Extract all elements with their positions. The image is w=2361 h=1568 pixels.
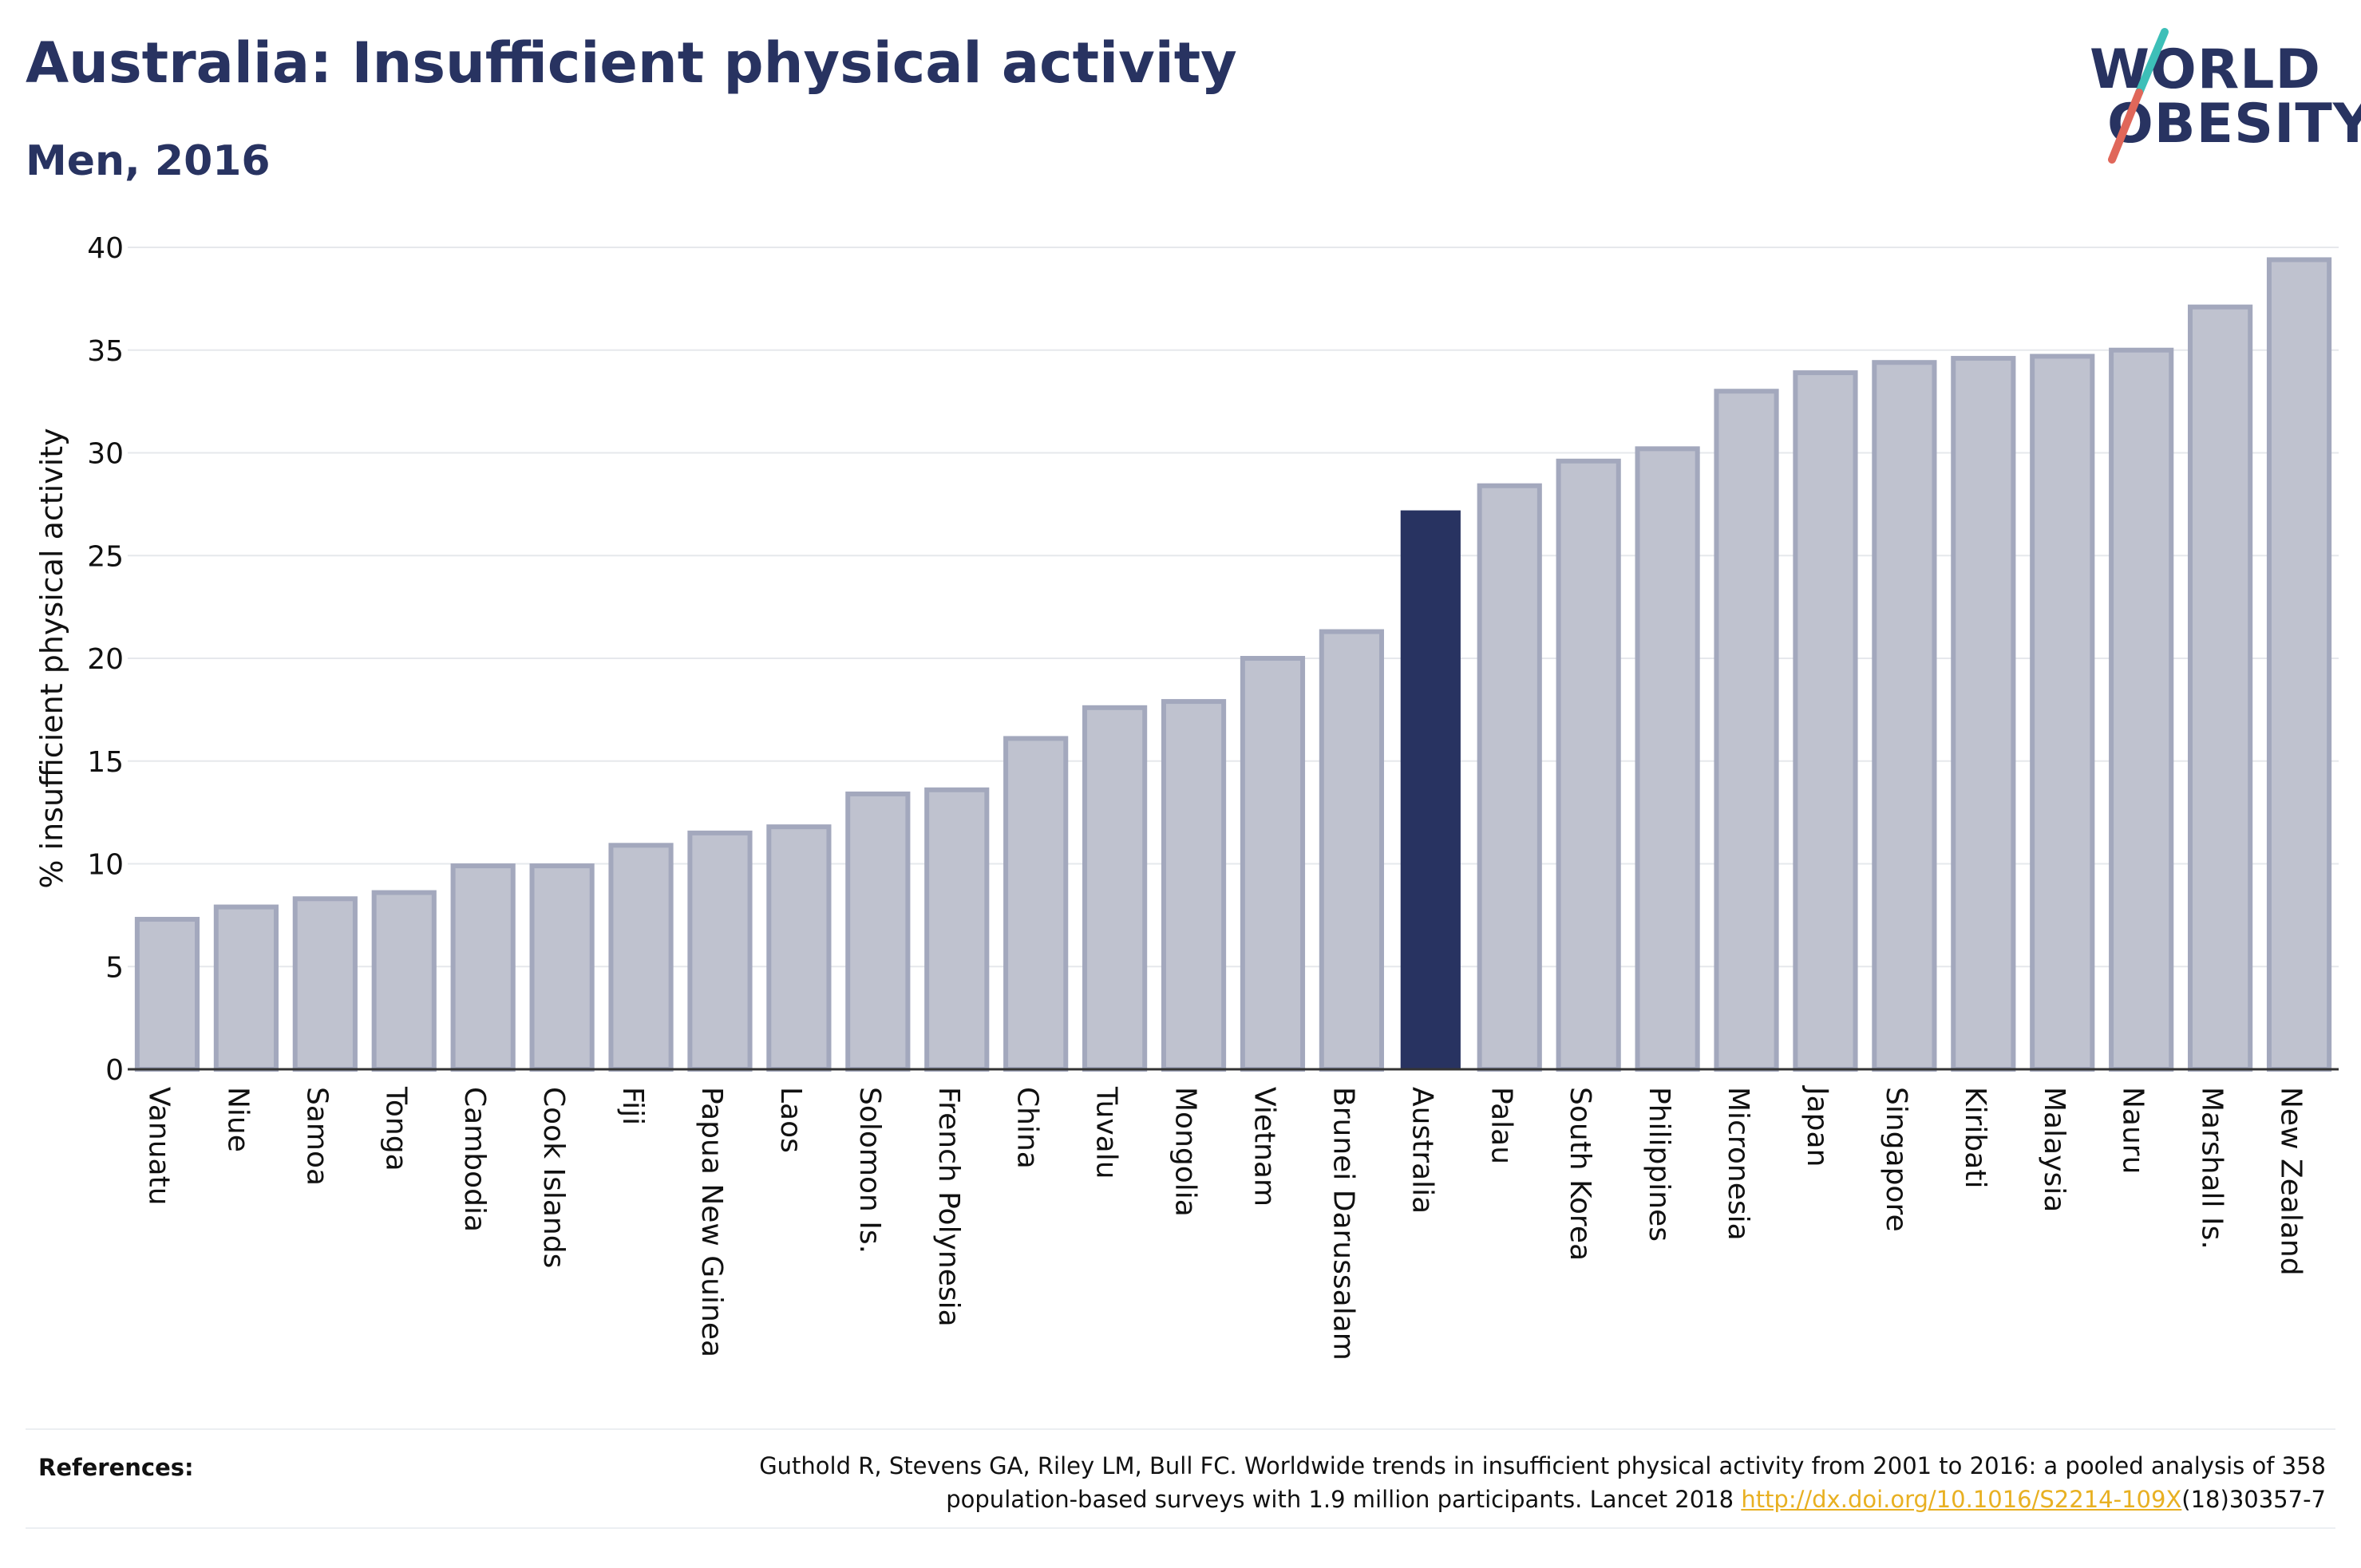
bar-solomon-is bbox=[845, 791, 911, 1072]
bar-papua-new-guinea bbox=[687, 830, 753, 1072]
bar-vanuatu bbox=[134, 917, 200, 1072]
x-tick-label: Mongolia bbox=[1169, 1087, 1202, 1217]
y-tick-label: 15 bbox=[87, 746, 124, 779]
bar-japan bbox=[1793, 370, 1858, 1072]
y-tick-label: 20 bbox=[87, 643, 124, 676]
bar-nauru bbox=[2109, 347, 2174, 1072]
reference-line-2-prefix: population-based surveys with 1.9 millio… bbox=[946, 1486, 1742, 1513]
x-tick-label: South Korea bbox=[1564, 1087, 1596, 1261]
x-tick-label: Kiribati bbox=[1959, 1087, 1991, 1188]
bar-malaysia bbox=[2030, 353, 2095, 1072]
y-axis-ticks: 0 5 10 15 20 25 30 35 40 bbox=[87, 232, 124, 1087]
x-axis-labels: Vanuatu Niue Samoa Tonga Cambodia Cook Island… bbox=[142, 1085, 2307, 1361]
x-tick-label: French Polynesia bbox=[932, 1087, 965, 1327]
references-box: References: Guthold R, Stevens GA, Riley… bbox=[26, 1428, 2335, 1529]
bar-niue bbox=[213, 904, 279, 1072]
x-tick-label: Fiji bbox=[616, 1087, 649, 1125]
x-tick-label: Nauru bbox=[2117, 1087, 2149, 1174]
x-tick-label: Micronesia bbox=[1722, 1087, 1754, 1241]
bar-china bbox=[1003, 736, 1069, 1072]
world-obesity-logo: WORLD OBESITY bbox=[2075, 22, 2361, 166]
bar-laos bbox=[766, 824, 832, 1072]
reference-line-2-suffix: (18)30357-7 bbox=[2181, 1486, 2326, 1513]
y-tick-label: 5 bbox=[105, 951, 124, 984]
x-tick-label: Vanuatu bbox=[142, 1087, 175, 1206]
x-tick-label: Tuvalu bbox=[1090, 1086, 1123, 1179]
x-tick-label: Singapore bbox=[1880, 1087, 1912, 1232]
bar-brunei-darussalam bbox=[1319, 629, 1384, 1072]
x-tick-label: Marshall Is. bbox=[2196, 1087, 2229, 1250]
bar-mongolia bbox=[1161, 699, 1227, 1072]
chart-title: Australia: Insufficient physical activit… bbox=[26, 30, 1237, 96]
references-text: Guthold R, Stevens GA, Riley LM, Bull FC… bbox=[490, 1449, 2326, 1516]
x-tick-label: Malaysia bbox=[2038, 1087, 2070, 1212]
chart-subtitle: Men, 2016 bbox=[26, 137, 271, 185]
x-tick-label: Tonga bbox=[379, 1086, 412, 1171]
x-tick-label: Vietnam bbox=[1248, 1087, 1280, 1207]
bar-samoa bbox=[292, 896, 358, 1072]
x-tick-label: Philippines bbox=[1643, 1087, 1675, 1242]
y-axis-label: % insufficient physical activity bbox=[34, 428, 69, 888]
bar-chart: 0 5 10 15 20 25 30 35 40 Vanuatu Niue Samoa Tonga Ca… bbox=[34, 232, 2339, 1361]
bar-micronesia bbox=[1714, 389, 1779, 1072]
x-tick-label: China bbox=[1011, 1087, 1044, 1169]
y-tick-label: 0 bbox=[105, 1054, 124, 1087]
x-tick-label: Papua New Guinea bbox=[695, 1087, 728, 1357]
logo-line-1: WORLD bbox=[2090, 38, 2321, 101]
bar-kiribati bbox=[1951, 356, 2016, 1072]
x-tick-label: Cook Islands bbox=[537, 1087, 570, 1268]
bar-palau bbox=[1477, 483, 1542, 1072]
x-tick-label: Palau bbox=[1485, 1087, 1517, 1164]
y-tick-label: 25 bbox=[87, 540, 124, 573]
reference-line-1: Guthold R, Stevens GA, Riley LM, Bull FC… bbox=[759, 1452, 2326, 1479]
references-label: References: bbox=[38, 1454, 194, 1481]
bar-singapore bbox=[1872, 360, 1937, 1072]
logo-slash-icon bbox=[2108, 28, 2169, 164]
x-tick-label: Brunei Darussalam bbox=[1327, 1087, 1359, 1361]
y-tick-label: 35 bbox=[87, 335, 124, 368]
bar-south-korea bbox=[1556, 458, 1621, 1072]
y-tick-label: 30 bbox=[87, 438, 124, 471]
bar-tonga bbox=[371, 890, 437, 1072]
y-tick-label: 10 bbox=[87, 849, 124, 882]
bar-french-polynesia bbox=[924, 787, 990, 1072]
y-tick-label: 40 bbox=[87, 232, 124, 265]
bar-fiji bbox=[608, 843, 674, 1072]
bar-cambodia bbox=[450, 863, 516, 1072]
bar-marshall-is bbox=[2188, 304, 2253, 1072]
x-tick-label: Samoa bbox=[300, 1087, 333, 1186]
reference-doi-link[interactable]: http://dx.doi.org/10.1016/S2214-109X bbox=[1741, 1486, 2182, 1513]
x-tick-label: Cambodia bbox=[458, 1087, 491, 1232]
bar-australia bbox=[1400, 510, 1461, 1069]
x-tick-label: Japan bbox=[1801, 1085, 1833, 1167]
x-tick-label: New Zealand bbox=[2275, 1087, 2308, 1276]
x-tick-label: Solomon Is. bbox=[853, 1087, 886, 1254]
bars bbox=[134, 257, 2332, 1072]
x-tick-label: Australia bbox=[1406, 1087, 1438, 1214]
bar-tuvalu bbox=[1082, 705, 1148, 1072]
bar-new-zealand bbox=[2266, 257, 2332, 1072]
bar-cook-islands bbox=[529, 863, 595, 1072]
x-tick-label: Laos bbox=[774, 1087, 807, 1153]
bar-vietnam bbox=[1240, 656, 1306, 1072]
bar-philippines bbox=[1635, 446, 1700, 1072]
x-tick-label: Niue bbox=[221, 1087, 254, 1152]
logo-line-2: OBESITY bbox=[2107, 93, 2361, 156]
